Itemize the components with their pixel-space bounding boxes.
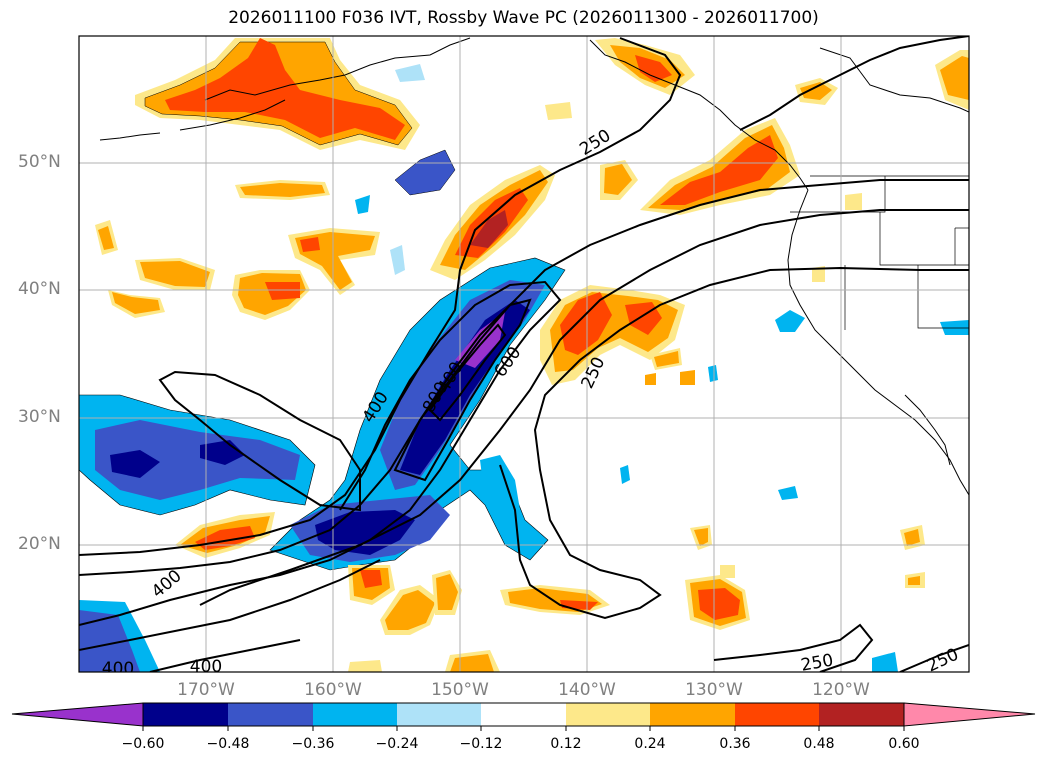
contour-label: 250 xyxy=(799,650,834,675)
colorbar xyxy=(11,702,1036,731)
longitude-label: 130°W xyxy=(685,680,743,700)
coastlines xyxy=(99,37,969,496)
latitude-label: 40°N xyxy=(18,279,61,299)
contour-400 xyxy=(79,280,562,626)
colorbar-tick-label: 0.36 xyxy=(719,736,751,752)
contour-250-main xyxy=(79,37,682,556)
longitude-label: 140°W xyxy=(558,680,616,700)
longitude-label: 160°W xyxy=(304,680,362,700)
colorbar-extend-low xyxy=(11,702,144,727)
longitude-label: 150°W xyxy=(431,680,489,700)
latitude-label: 50°N xyxy=(18,152,61,172)
state-borders xyxy=(790,175,969,330)
colorbar-tick-label: −0.12 xyxy=(459,736,503,752)
contour-label: 400 xyxy=(190,657,222,677)
colorbar-tick-label: −0.60 xyxy=(121,736,165,752)
gridlines xyxy=(79,36,969,672)
ivt-contours xyxy=(79,36,969,672)
colorbar-tick-label: 0.24 xyxy=(634,736,666,752)
contour-600 xyxy=(393,298,532,482)
longitude-label: 170°W xyxy=(177,680,235,700)
colorbar-tick-label: −0.24 xyxy=(375,736,419,752)
colorbar-tick-label: 0.12 xyxy=(550,736,582,752)
colorbar-tick-label: −0.48 xyxy=(206,736,250,752)
colorbar-tick-label: −0.36 xyxy=(291,736,335,752)
contour-label: 400 xyxy=(102,659,134,679)
map-background xyxy=(79,36,969,672)
map-frame xyxy=(78,35,970,673)
latitude-label: 20°N xyxy=(18,534,61,554)
colorbar-tick-label: 0.48 xyxy=(803,736,835,752)
colorbar-tick-label: 0.60 xyxy=(888,736,920,752)
longitude-label: 120°W xyxy=(812,680,870,700)
colorbar-extend-high xyxy=(903,702,1036,727)
latitude-label: 30°N xyxy=(18,407,61,427)
map-title: 2026011100 F036 IVT, Rossby Wave PC (202… xyxy=(228,8,819,28)
